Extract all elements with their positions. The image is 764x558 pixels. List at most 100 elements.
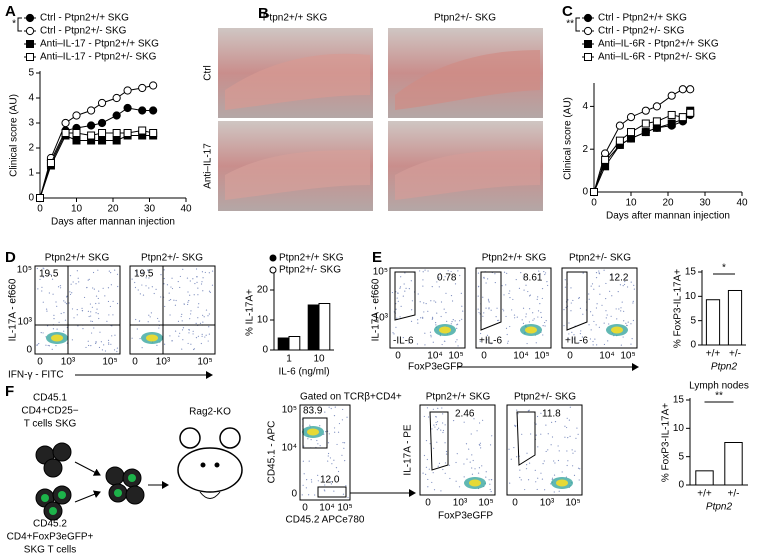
flow-event: [136, 274, 138, 276]
flow-event: [209, 291, 211, 294]
flow-event: [439, 272, 442, 275]
flow-event: [319, 425, 321, 427]
flow-event: [95, 295, 98, 297]
x-tick-label: 20: [662, 198, 674, 209]
y-tick-label: 15: [685, 267, 697, 278]
flow-event: [541, 478, 544, 480]
flow-event: [431, 481, 433, 484]
flow-event: [333, 459, 335, 461]
flow-event: [196, 281, 198, 283]
x-tick-label: 10⁵: [565, 498, 580, 509]
significance-bracket: [575, 17, 580, 32]
flow-event: [149, 316, 151, 318]
marker: [123, 86, 132, 95]
legend-label: Ctrl - Ptpn2+/- SKG: [598, 26, 685, 37]
significance-label: **: [566, 19, 574, 30]
flow-event: [419, 270, 421, 272]
flow-event: [443, 308, 445, 310]
flow-event: [444, 462, 447, 464]
flow-event: [90, 345, 92, 347]
flow-event: [568, 419, 570, 421]
gate-value: 83.9: [303, 406, 323, 417]
cell-core: [128, 474, 136, 482]
flow-density: [469, 479, 481, 487]
arrow: [74, 461, 101, 476]
flow-density: [611, 326, 623, 334]
flow-event: [508, 292, 510, 295]
y-tick-label: 4: [582, 101, 588, 112]
flow-event: [99, 331, 101, 333]
marker: [641, 106, 650, 115]
flow-event: [85, 346, 87, 349]
series-line: [39, 85, 154, 199]
flow-event: [623, 283, 626, 286]
x-tick-label: 10³: [540, 498, 555, 509]
flow-event: [328, 406, 330, 408]
flow-event: [622, 285, 624, 287]
flow-event: [497, 319, 499, 322]
flow-event: [488, 301, 490, 303]
legend-label: Anti–IL-6R - Ptpn2+/+ SKG: [598, 39, 719, 50]
flow-density: [439, 326, 451, 334]
flow-event: [471, 467, 473, 469]
flow-event: [541, 297, 543, 300]
flow-event: [595, 272, 598, 274]
flow-event: [601, 304, 603, 306]
flow-event: [489, 488, 491, 491]
bar: [277, 337, 290, 351]
y-tick-label: 3: [28, 118, 34, 129]
flow-event: [181, 348, 183, 350]
flow-event: [490, 343, 492, 345]
flow-event: [203, 316, 205, 318]
flow-event: [316, 439, 318, 442]
flow-event: [620, 310, 622, 312]
flow-event: [187, 303, 189, 306]
flow-event: [78, 281, 80, 283]
flow-event: [87, 344, 90, 347]
flow-event: [75, 283, 77, 285]
x-axis-label: Days after mannan injection: [606, 211, 730, 222]
gate: [429, 411, 449, 471]
flow-event: [564, 286, 567, 288]
x-tick-label: 10⁴: [319, 503, 334, 514]
significance-bracket: [17, 17, 22, 32]
flow-event: [471, 473, 474, 475]
flow-event: [134, 286, 137, 289]
x-tick-label: 10⁵: [337, 503, 352, 514]
x-tick-label: 10: [71, 204, 83, 215]
flow-event: [514, 425, 516, 428]
cell-label: T cells SKG: [24, 419, 77, 430]
flow-event: [114, 334, 116, 336]
flow-event: [598, 270, 600, 272]
legend-marker: [26, 40, 34, 48]
photo-column-label: Ptpn2+/- SKG: [434, 13, 496, 24]
flow-event: [494, 273, 496, 275]
flow-density: [307, 428, 319, 436]
flow-event: [598, 326, 600, 328]
flow-event: [336, 443, 338, 446]
flow-event: [73, 317, 75, 319]
gate-value: 19.5: [134, 269, 154, 280]
flow-event: [41, 286, 43, 288]
marker: [112, 136, 121, 145]
x-tick-label: 1: [286, 354, 292, 365]
flow-event: [430, 334, 432, 337]
flow-event: [527, 290, 529, 293]
flow-event: [519, 469, 521, 471]
flow-event: [507, 342, 509, 344]
flow-event: [171, 340, 173, 342]
y-tick-label: 10: [685, 291, 697, 302]
flow-event: [506, 272, 508, 275]
x-tick-label: 10⁴: [599, 351, 614, 362]
flow-event: [478, 285, 480, 287]
flow-event: [436, 441, 438, 443]
flow-event: [391, 291, 394, 294]
flow-event: [56, 328, 58, 330]
flow-event: [537, 296, 539, 298]
x-tick-label: +/+: [697, 489, 712, 500]
flow-event: [108, 270, 110, 272]
flow-event: [90, 332, 93, 334]
flow-event: [621, 301, 623, 303]
flow-event: [204, 336, 206, 338]
flow-event: [323, 489, 325, 491]
